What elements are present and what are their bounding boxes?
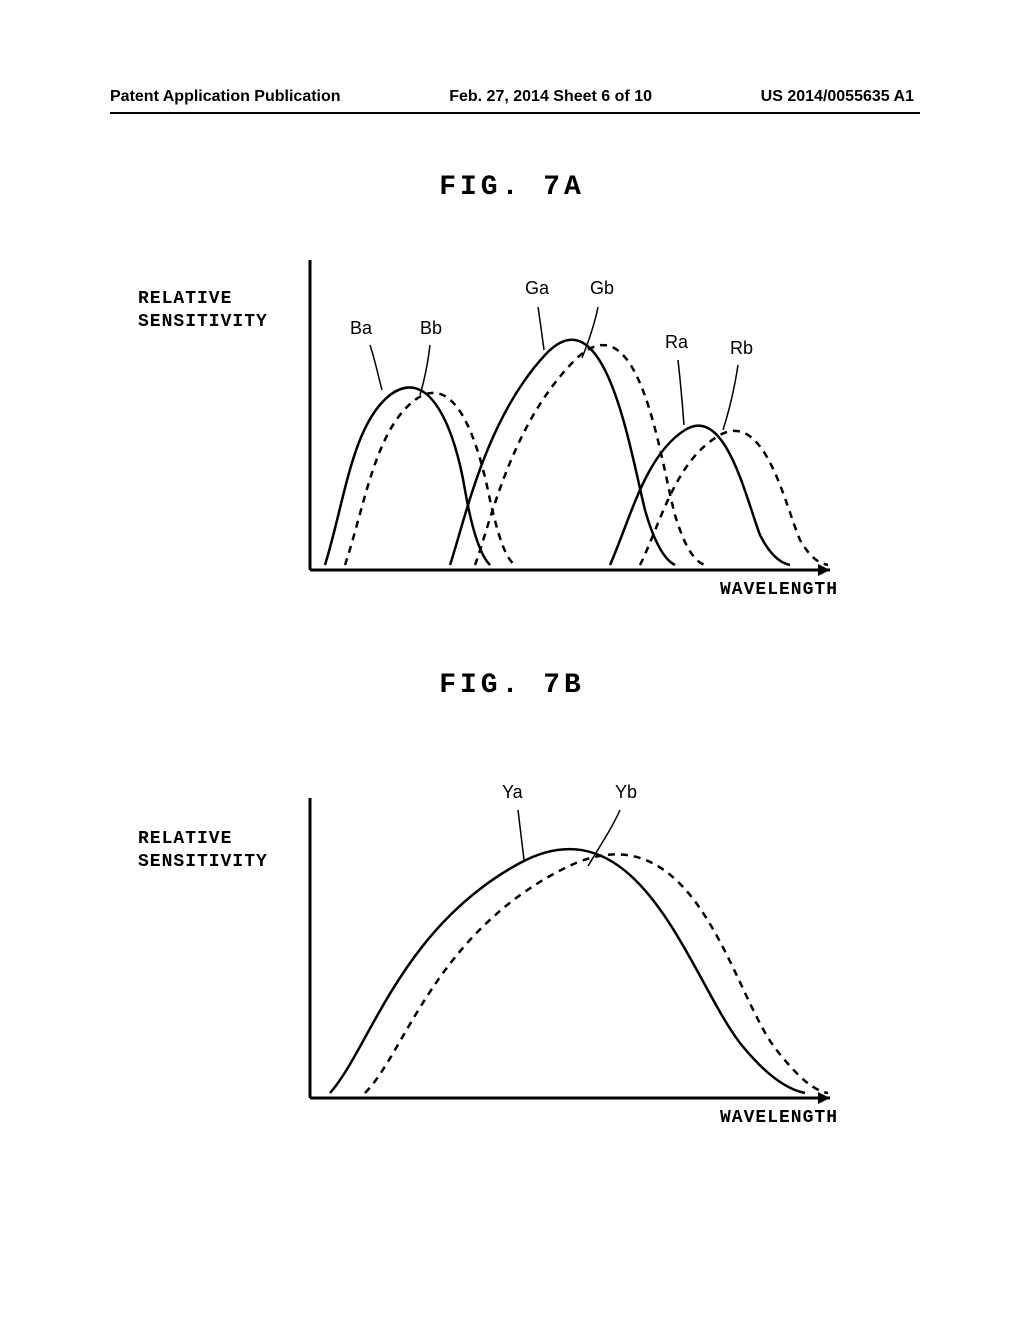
header-right: US 2014/0055635 A1 bbox=[761, 88, 914, 106]
header-left: Patent Application Publication bbox=[110, 88, 341, 106]
page-header: Patent Application Publication Feb. 27, … bbox=[0, 88, 1024, 106]
figure-7a-svg bbox=[290, 250, 850, 610]
label-ra: Ra bbox=[665, 332, 688, 353]
figure-7b-chart: Ya Yb bbox=[290, 768, 850, 1133]
axes-7a bbox=[310, 260, 830, 576]
header-rule bbox=[110, 112, 920, 114]
label-bb: Bb bbox=[420, 318, 442, 339]
label-ga: Ga bbox=[525, 278, 549, 299]
label-gb: Gb bbox=[590, 278, 614, 299]
curves-b bbox=[345, 345, 828, 565]
curves-a bbox=[325, 340, 790, 565]
label-yb: Yb bbox=[615, 782, 637, 803]
curve-yb bbox=[365, 854, 828, 1093]
xlabel-7a: WAVELENGTH bbox=[720, 580, 838, 600]
ylabel-7b: RELATIVE SENSITIVITY bbox=[138, 828, 268, 873]
label-ya: Ya bbox=[502, 782, 523, 803]
label-ba: Ba bbox=[350, 318, 372, 339]
header-center: Feb. 27, 2014 Sheet 6 of 10 bbox=[449, 88, 652, 106]
figure-7b-title: FIG. 7B bbox=[0, 670, 1024, 701]
xlabel-7b: WAVELENGTH bbox=[720, 1108, 838, 1128]
figure-7a-chart: Ba Bb Ga Gb Ra Rb bbox=[290, 250, 850, 610]
figure-7a-title: FIG. 7A bbox=[0, 172, 1024, 203]
label-rb: Rb bbox=[730, 338, 753, 359]
ylabel-7a: RELATIVE SENSITIVITY bbox=[138, 288, 268, 333]
figure-7b-svg bbox=[290, 768, 850, 1133]
